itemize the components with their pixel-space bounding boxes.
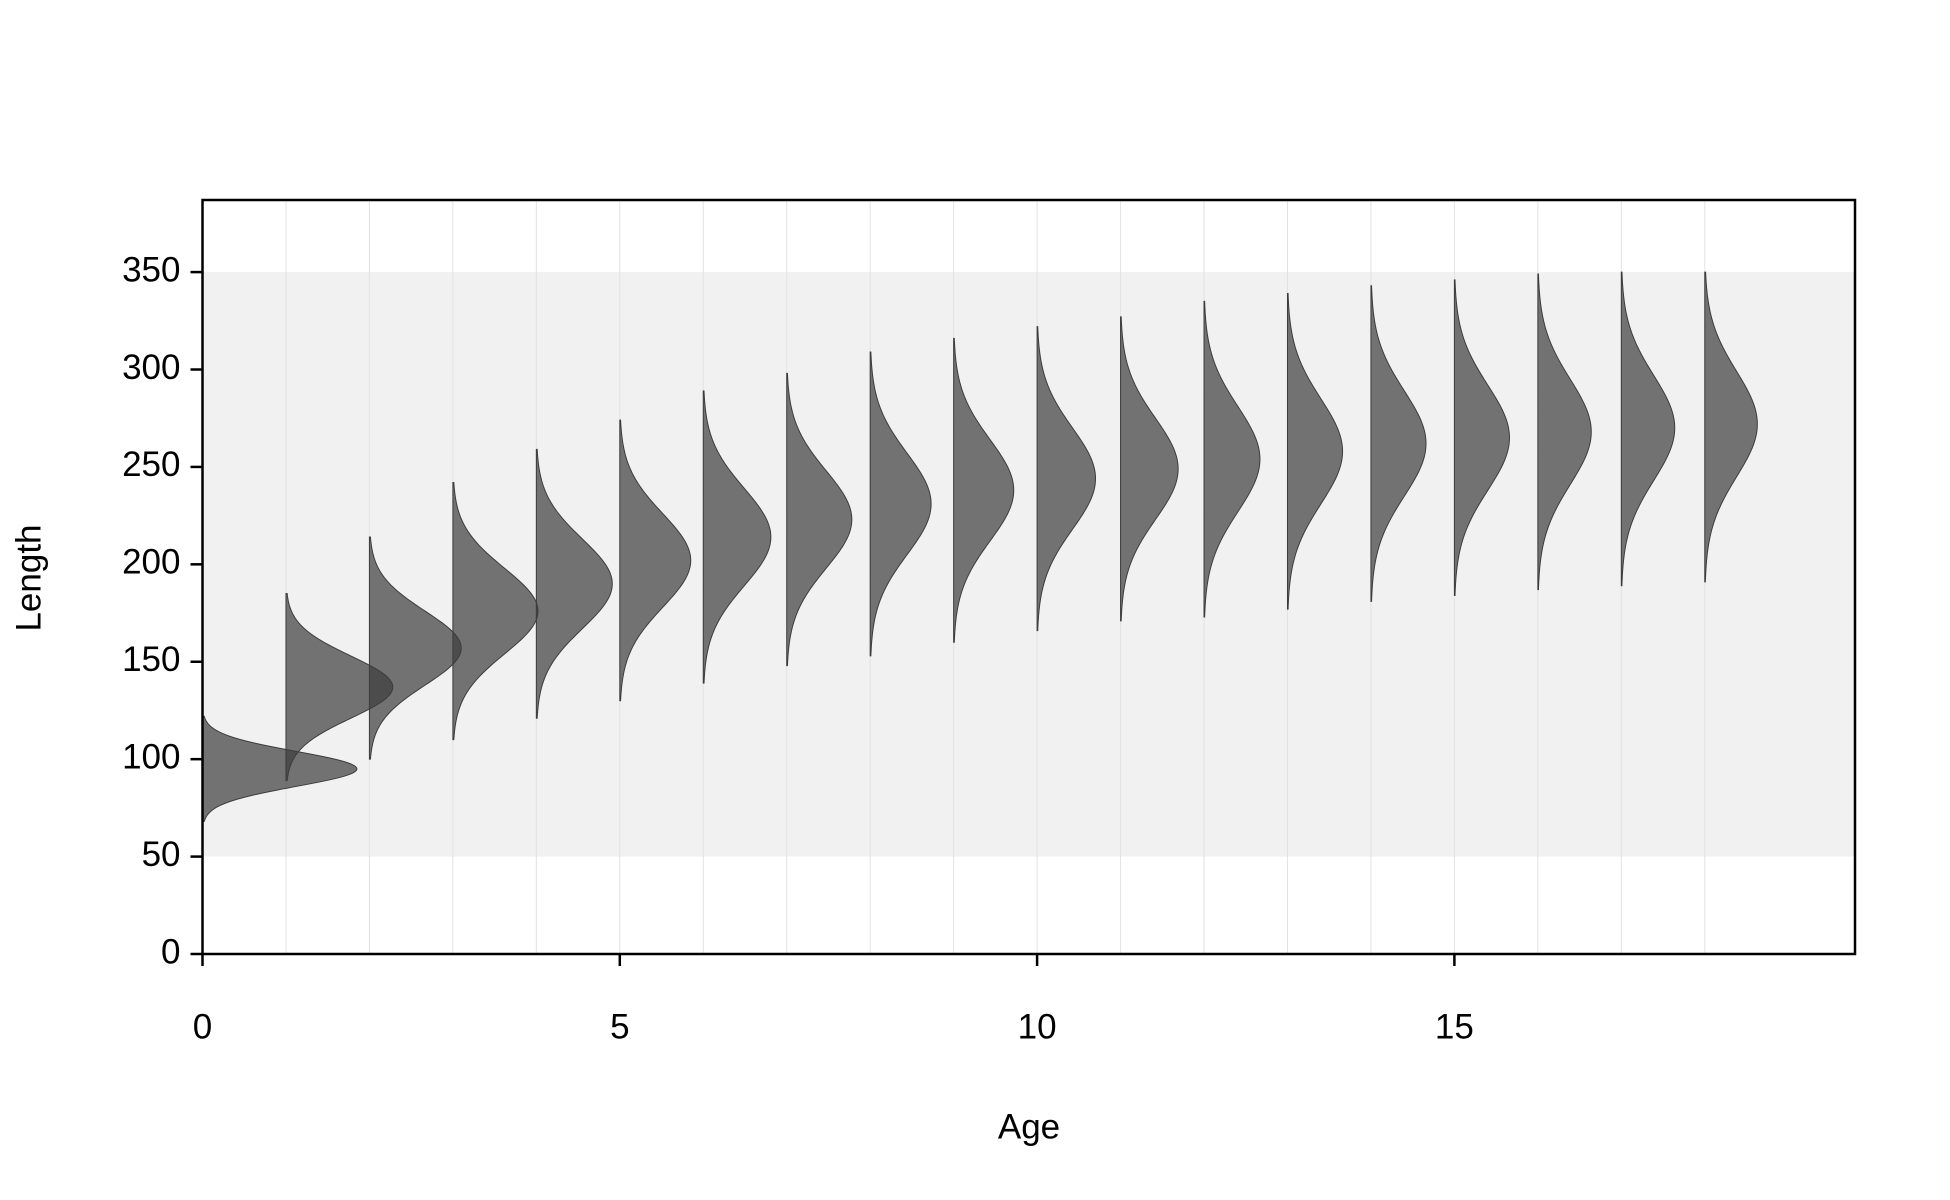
density — [869, 351, 932, 657]
density — [1453, 279, 1510, 597]
background-band — [202, 272, 1855, 857]
y-tick-label: 300 — [122, 348, 180, 387]
x-tick-label: 15 — [1435, 1007, 1474, 1046]
plot-frame — [201, 198, 1857, 956]
density — [202, 715, 358, 823]
y-tick-label: 100 — [122, 737, 180, 776]
y-tick-label: 150 — [122, 640, 180, 679]
x-tick-label: 0 — [193, 1007, 212, 1046]
x-axis-title: Age — [998, 1107, 1060, 1146]
density — [1704, 271, 1758, 583]
density — [1286, 293, 1344, 610]
density — [1120, 316, 1179, 622]
x-tick-label: 5 — [610, 1007, 629, 1046]
density — [953, 337, 1015, 643]
density — [1620, 271, 1676, 587]
y-tick-label: 50 — [142, 835, 181, 874]
density — [535, 448, 613, 719]
density — [702, 390, 772, 684]
density — [619, 419, 692, 702]
density — [786, 372, 853, 667]
density — [1203, 300, 1261, 618]
density — [1370, 285, 1427, 602]
y-tick-label: 200 — [122, 543, 180, 582]
y-axis-title: Length — [9, 524, 48, 631]
density — [1537, 273, 1592, 591]
density — [1036, 326, 1097, 632]
x-tick-label: 10 — [1018, 1007, 1057, 1046]
y-tick-label: 350 — [122, 250, 180, 289]
y-tick-label: 0 — [161, 932, 180, 971]
y-tick-label: 250 — [122, 445, 180, 484]
